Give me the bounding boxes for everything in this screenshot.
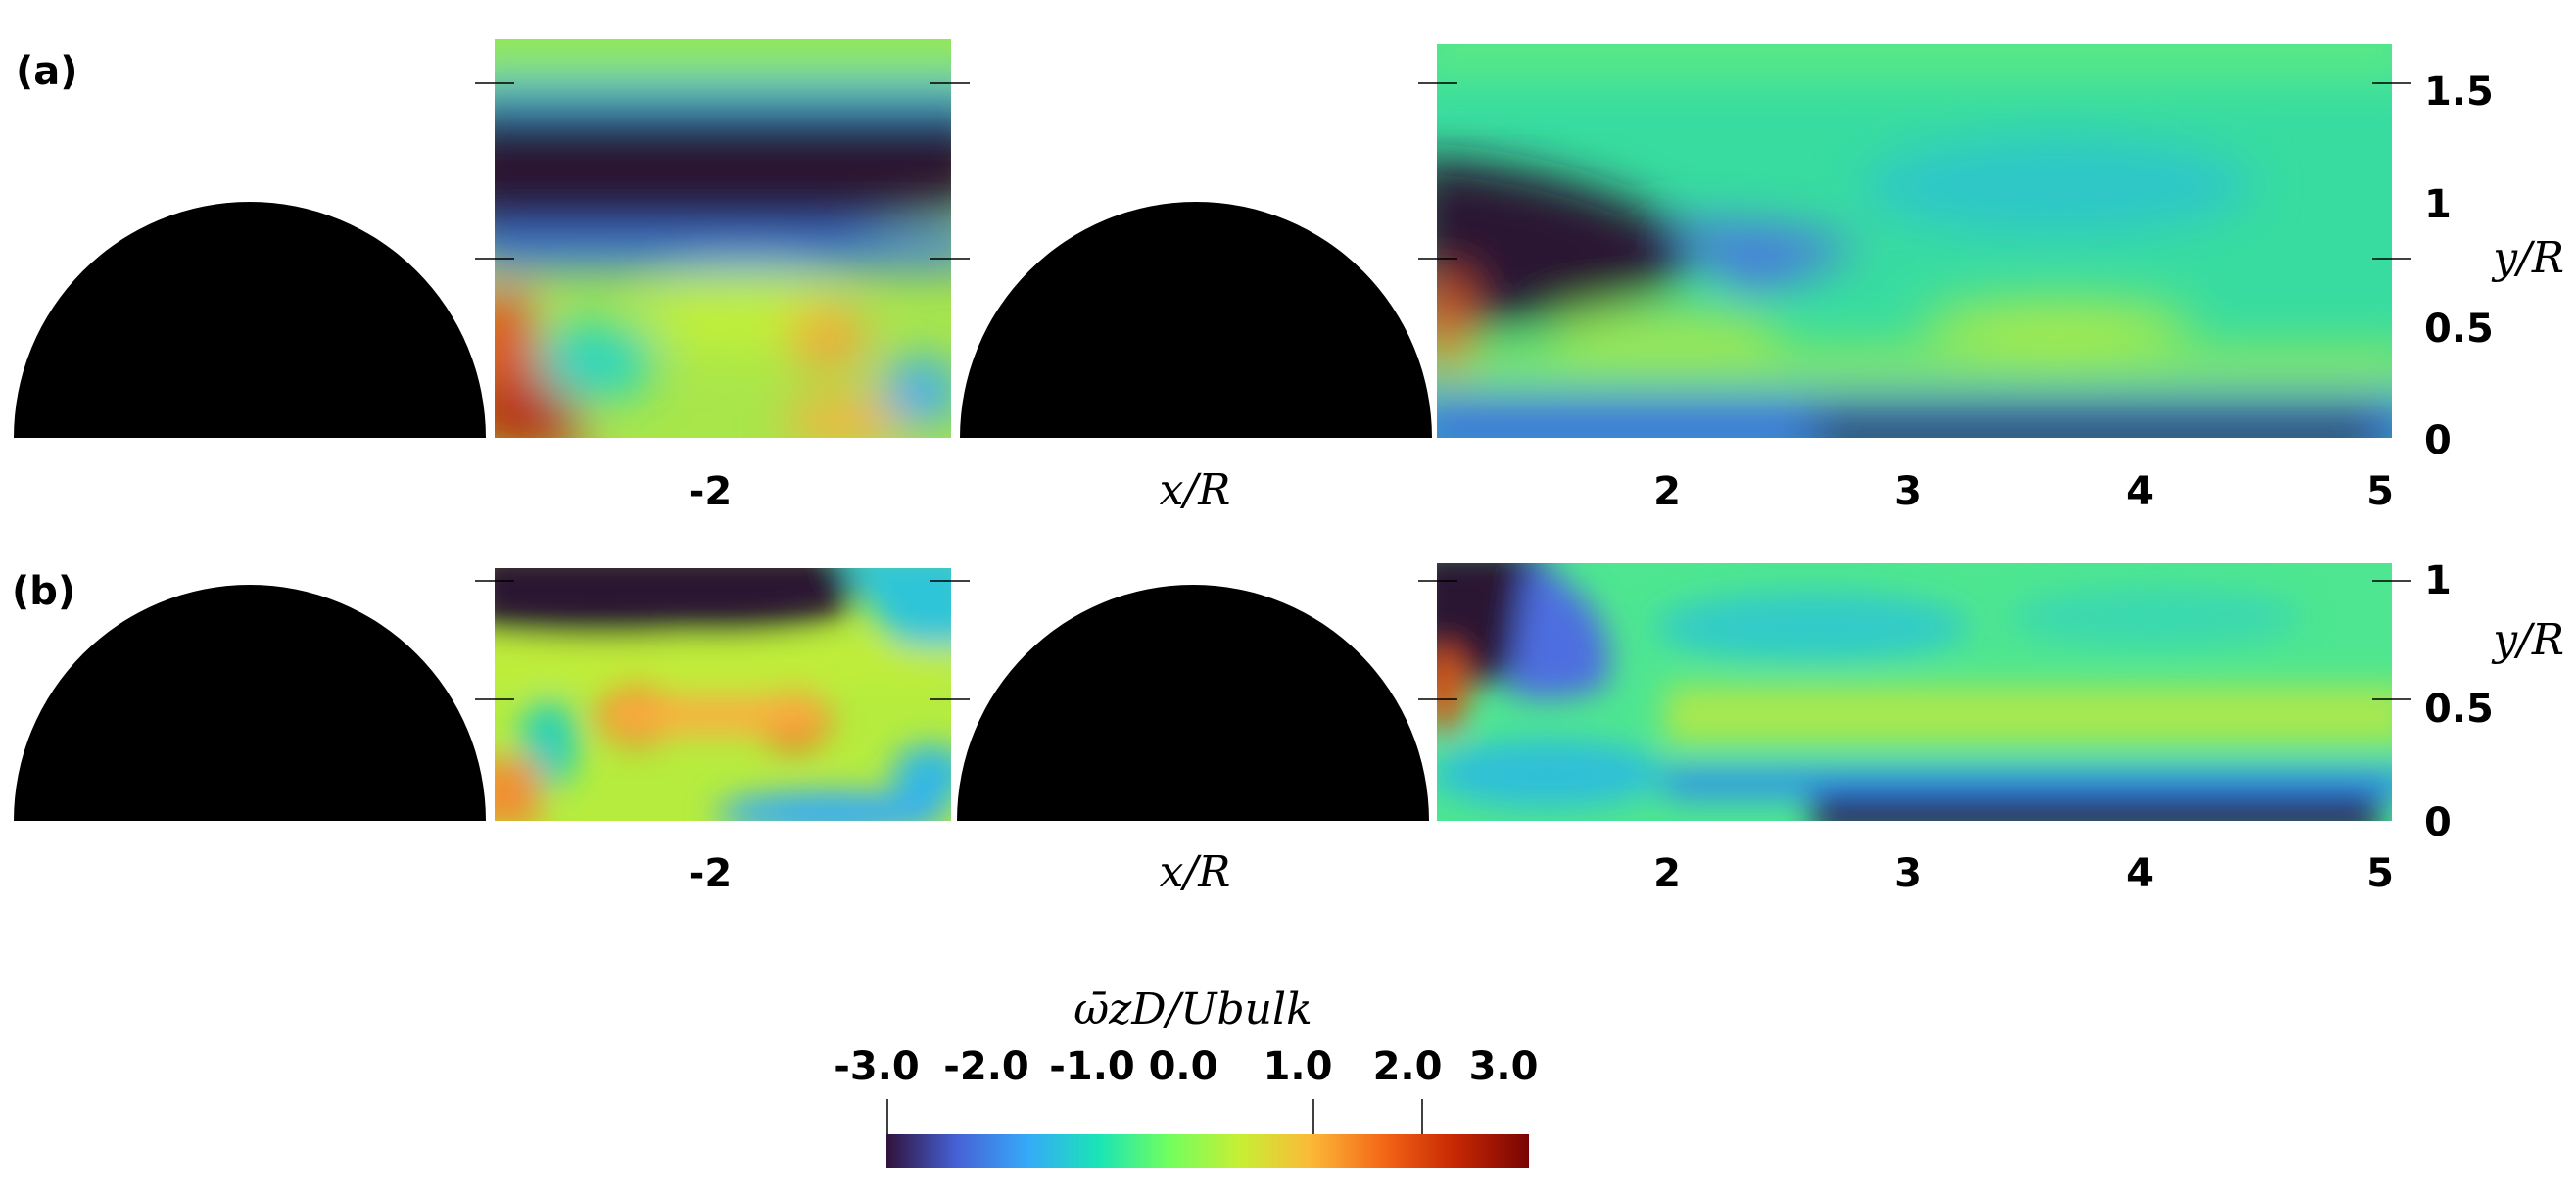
vorticity-field-a-upstream <box>495 39 951 438</box>
y-axis-label-a: y/R <box>2491 233 2564 283</box>
vorticity-field-b-downstream <box>1437 563 2392 821</box>
colorbar-tick-marks <box>886 1099 1423 1134</box>
colorbar-tick-2: -1.0 <box>1049 1044 1134 1089</box>
x-tick-b-1: 2 <box>1653 851 1681 896</box>
x-tick-b-3: 4 <box>2126 851 2154 896</box>
x-tick-a-4: 5 <box>2366 469 2394 514</box>
y-axis-label-b: y/R <box>2491 615 2564 665</box>
y-tick-a-1: 0.5 <box>2424 307 2494 352</box>
x-tick-b-4: 5 <box>2366 851 2394 896</box>
x-tick-b-2: 3 <box>1894 851 1922 896</box>
y-tick-b-2: 1 <box>2424 558 2452 603</box>
vorticity-field-a-downstream <box>1437 44 2392 438</box>
colorbar-tick-1: -2.0 <box>943 1044 1028 1089</box>
body-shape-b-right <box>957 585 1429 821</box>
colorbar-title: ω̄zD/Ubulk <box>1073 984 1312 1034</box>
vorticity-field-b-upstream <box>495 568 951 821</box>
colorbar-tick-4: 1.0 <box>1264 1044 1333 1089</box>
y-tick-a-0: 0 <box>2424 418 2452 463</box>
y-tick-b-0: 0 <box>2424 800 2452 845</box>
colorbar-tick-5: 2.0 <box>1373 1044 1443 1089</box>
panel-b: (b) <box>12 558 2564 897</box>
y-tick-b-1: 0.5 <box>2424 687 2494 732</box>
x-tick-a-1: 2 <box>1653 469 1681 514</box>
panel-a-tick-marks <box>475 82 2411 260</box>
colorbar-tick-3: 0.0 <box>1149 1044 1218 1089</box>
body-shape-a-right <box>960 202 1432 438</box>
colorbar: ω̄zD/Ubulk -3.0 -2.0 -1.0 0.0 1.0 2.0 3.… <box>834 984 1538 1168</box>
body-shape-b-left <box>14 585 486 821</box>
body-shape-a-left <box>14 202 486 438</box>
panel-a-label: (a) <box>16 49 78 94</box>
colorbar-gradient <box>886 1134 1529 1168</box>
panel-b-tick-marks <box>475 580 2411 700</box>
y-tick-a-3: 1.5 <box>2424 70 2494 115</box>
y-tick-a-2: 1 <box>2424 182 2452 227</box>
x-axis-label-b: x/R <box>1160 847 1231 897</box>
x-tick-a-2: 3 <box>1894 469 1922 514</box>
colorbar-tick-6: 3.0 <box>1469 1044 1539 1089</box>
panel-b-label: (b) <box>12 569 75 614</box>
x-tick-b-0: -2 <box>689 851 732 896</box>
x-tick-a-3: 4 <box>2126 469 2154 514</box>
colorbar-tick-0: -3.0 <box>834 1044 919 1089</box>
x-axis-label-a: x/R <box>1160 465 1231 515</box>
x-tick-a-0: -2 <box>689 469 732 514</box>
panel-a: (a) <box>14 39 2564 515</box>
